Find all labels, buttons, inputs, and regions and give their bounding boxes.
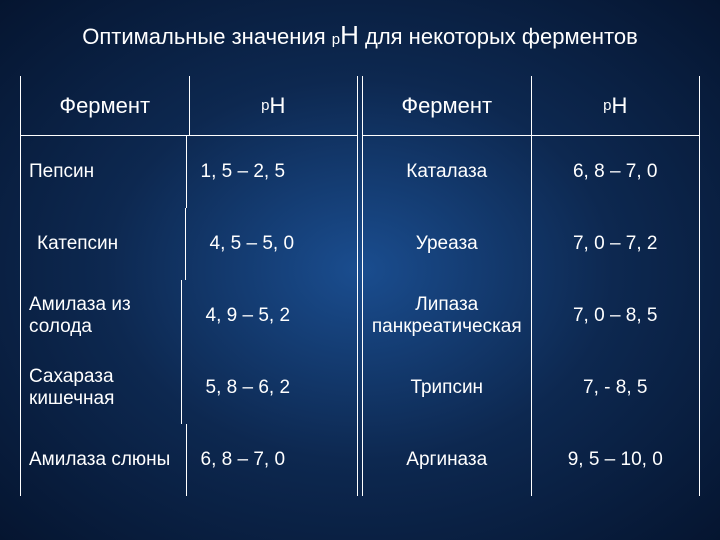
- header-row-left: Фермент рН: [21, 76, 357, 136]
- title-suffix: для некоторых ферментов: [359, 24, 638, 49]
- table-row: Катепсин4, 5 – 5, 0: [21, 208, 357, 280]
- table-row: Аргиназа9, 5 – 10, 0: [363, 424, 699, 496]
- header-h: Н: [269, 93, 285, 119]
- ph-value: 7, - 8, 5: [532, 352, 700, 424]
- title-h: Н: [340, 20, 359, 50]
- ph-value: 9, 5 – 10, 0: [532, 424, 700, 496]
- ph-value: 1, 5 – 2, 5: [187, 136, 358, 208]
- enzyme-name: Трипсин: [363, 352, 532, 424]
- header-p: р: [261, 97, 269, 114]
- enzyme-name: Липаза панкреатическая: [363, 280, 532, 352]
- table-row: Каталаза6, 8 – 7, 0: [363, 136, 699, 208]
- enzyme-name: Каталаза: [363, 136, 532, 208]
- title-prefix: Оптимальные значения: [82, 24, 332, 49]
- table-row: Уреаза7, 0 – 7, 2: [363, 208, 699, 280]
- ph-value: 7, 0 – 7, 2: [532, 208, 700, 280]
- header-enzyme-left: Фермент: [21, 76, 190, 135]
- enzyme-name: Амилаза из солода: [21, 280, 182, 352]
- header-row-right: Фермент рН: [363, 76, 699, 136]
- header-h-r: Н: [611, 93, 627, 119]
- ph-value: 4, 5 – 5, 0: [186, 208, 358, 280]
- table-row: Сахараза кишечная5, 8 – 6, 2: [21, 352, 357, 424]
- table-row: Амилаза из солода4, 9 – 5, 2: [21, 280, 357, 352]
- table-row: Пепсин1, 5 – 2, 5: [21, 136, 357, 208]
- page-title: Оптимальные значения рН для некоторых фе…: [0, 0, 720, 76]
- enzyme-name: Амилаза слюны: [21, 424, 187, 496]
- header-p-r: р: [603, 97, 611, 114]
- ph-value: 6, 8 – 7, 0: [187, 424, 358, 496]
- table-row: Липаза панкреатическая7, 0 – 8, 5: [363, 280, 699, 352]
- table-left: Фермент рН Пепсин1, 5 – 2, 5Катепсин4, 5…: [20, 76, 358, 496]
- ph-value: 6, 8 – 7, 0: [532, 136, 700, 208]
- enzyme-name: Аргиназа: [363, 424, 532, 496]
- enzyme-name: Сахараза кишечная: [21, 352, 182, 424]
- header-enzyme-right: Фермент: [363, 76, 532, 135]
- enzyme-name: Пепсин: [21, 136, 187, 208]
- header-ph-right: рН: [532, 76, 700, 135]
- ph-value: 5, 8 – 6, 2: [182, 352, 358, 424]
- table-row: Трипсин7, - 8, 5: [363, 352, 699, 424]
- enzyme-name: Катепсин: [21, 208, 186, 280]
- enzyme-name: Уреаза: [363, 208, 532, 280]
- table-right: Фермент рН Каталаза6, 8 – 7, 0Уреаза7, 0…: [362, 76, 700, 496]
- header-ph-left: рН: [190, 76, 358, 135]
- ph-value: 7, 0 – 8, 5: [532, 280, 700, 352]
- ph-value: 4, 9 – 5, 2: [182, 280, 358, 352]
- title-p: р: [332, 31, 340, 48]
- table-row: Амилаза слюны6, 8 – 7, 0: [21, 424, 357, 496]
- table-container: Фермент рН Пепсин1, 5 – 2, 5Катепсин4, 5…: [0, 76, 720, 496]
